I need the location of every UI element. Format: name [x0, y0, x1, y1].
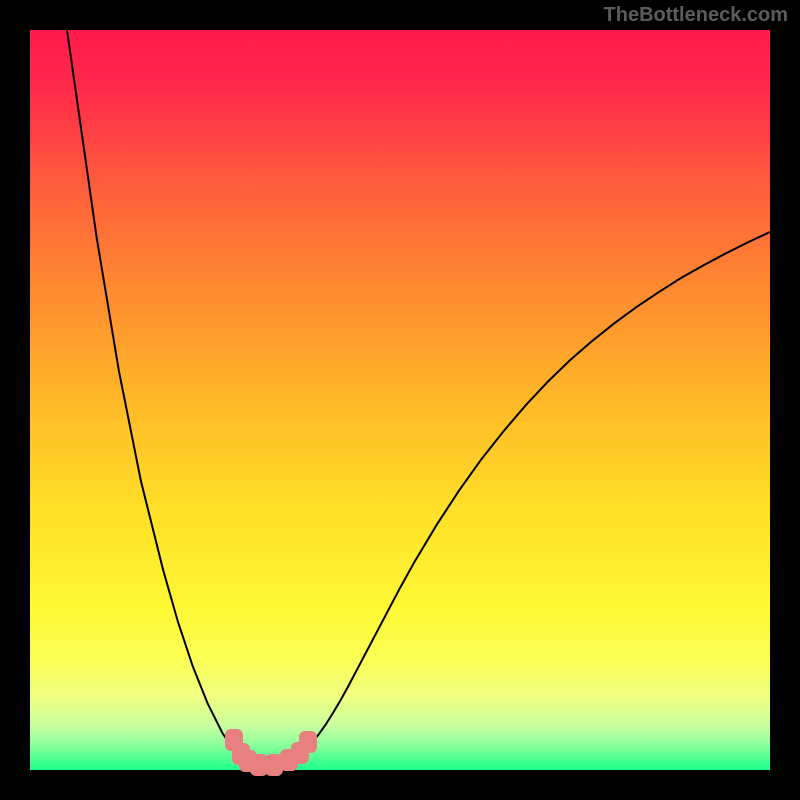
watermark-text: TheBottleneck.com — [604, 4, 788, 27]
plot-area — [30, 30, 770, 770]
marker-container — [30, 30, 770, 770]
curve-marker — [299, 731, 317, 753]
